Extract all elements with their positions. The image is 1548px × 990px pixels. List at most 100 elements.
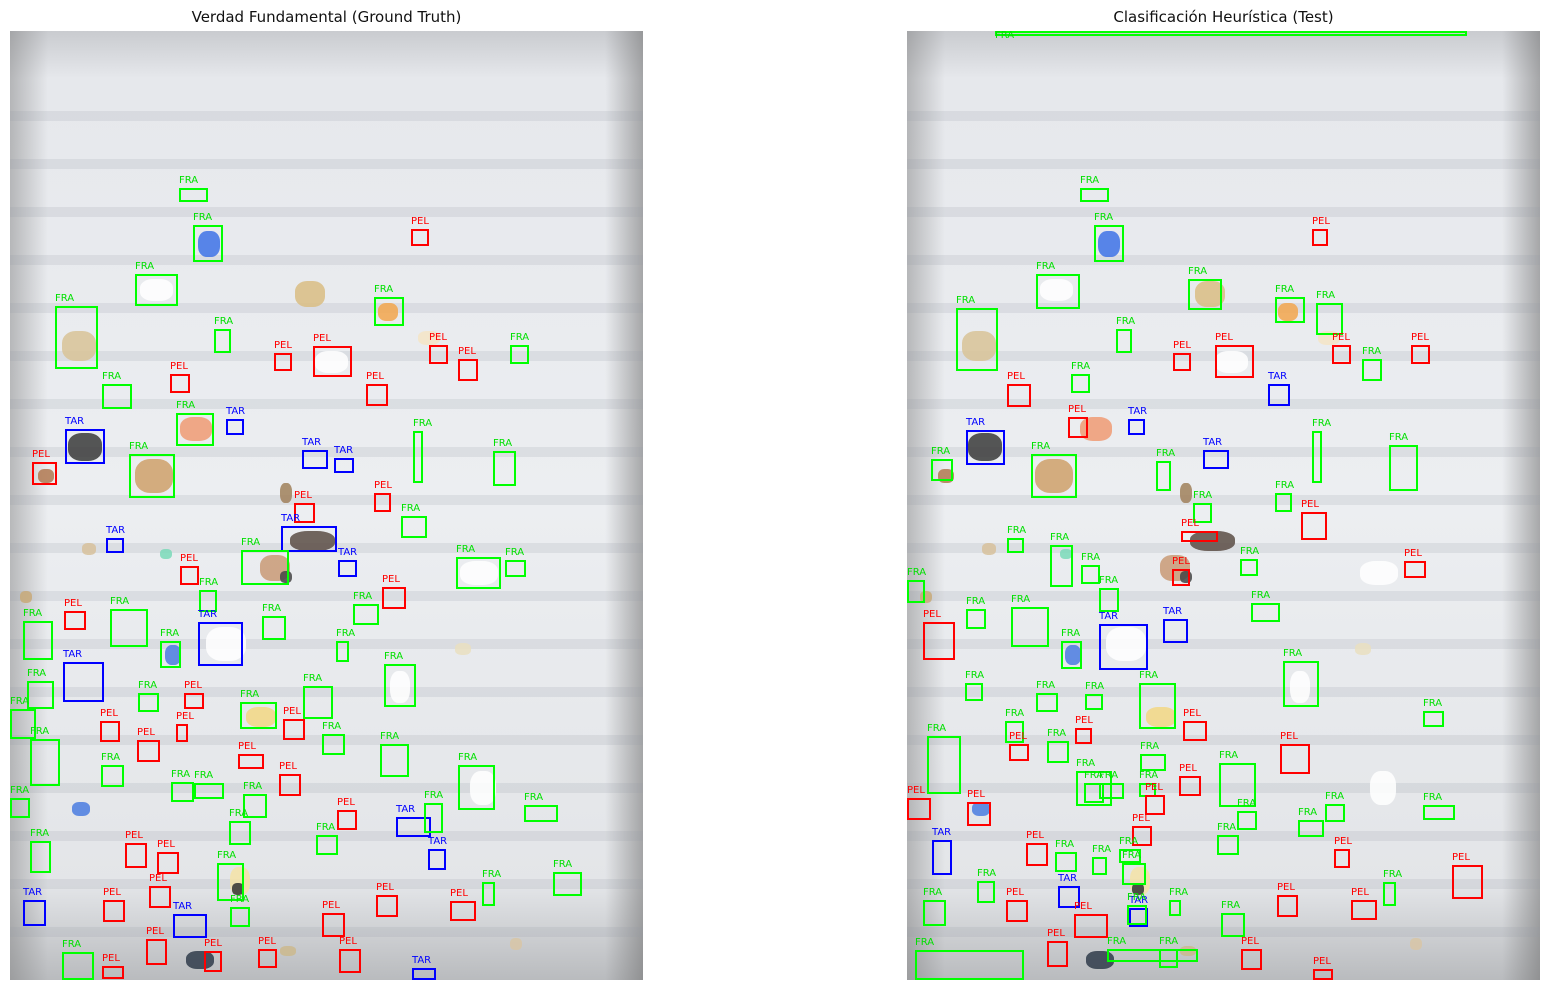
detection-box	[258, 949, 277, 968]
detection-label: PEL	[1047, 928, 1065, 939]
detection-label: FRA	[553, 859, 573, 870]
detection-label: FRA	[1011, 594, 1031, 605]
detection-label: PEL	[1172, 556, 1190, 567]
detection-box	[238, 754, 264, 769]
detection-box	[1452, 865, 1483, 899]
detection-box	[1179, 776, 1201, 796]
detection-box	[1193, 503, 1212, 523]
detection-label: TAR	[428, 836, 448, 847]
detection-box	[412, 968, 436, 980]
detection-box	[1362, 359, 1382, 381]
detection-box	[322, 734, 345, 755]
detection-box	[338, 560, 357, 577]
detection-box	[1026, 843, 1048, 866]
detection-label: PEL	[274, 340, 292, 351]
detection-box	[1268, 384, 1290, 406]
detection-box	[1128, 419, 1145, 435]
detection-box	[23, 621, 53, 660]
particle	[1180, 946, 1196, 956]
detection-box	[396, 817, 431, 837]
detection-label: FRA	[1036, 680, 1056, 691]
detection-box	[424, 803, 443, 833]
particle	[1146, 707, 1176, 727]
scan-stripe	[10, 399, 643, 409]
detection-box	[1094, 225, 1124, 262]
detection-label: FRA	[1094, 212, 1114, 223]
detection-label: FRA	[23, 608, 43, 619]
detection-box	[274, 353, 292, 371]
detection-label: FRA	[30, 726, 50, 737]
detection-label: FRA	[1116, 316, 1136, 327]
detection-label: FRA	[1251, 590, 1271, 601]
particle	[455, 643, 471, 655]
scan-stripe	[907, 303, 1540, 313]
detection-label: PEL	[1404, 548, 1422, 559]
particle	[1132, 883, 1144, 895]
detection-box	[193, 225, 223, 262]
detection-label: PEL	[1006, 887, 1024, 898]
detection-label: FRA	[1061, 628, 1081, 639]
detection-label: TAR	[1163, 606, 1183, 617]
detection-label: PEL	[1181, 518, 1199, 529]
particle	[82, 543, 96, 555]
detection-label: PEL	[374, 480, 392, 491]
detection-box	[1099, 624, 1148, 670]
detection-label: FRA	[1076, 758, 1096, 769]
detection-label: FRA	[230, 894, 250, 905]
particle	[1278, 303, 1298, 321]
particle	[1360, 561, 1398, 585]
detection-label: TAR	[106, 525, 126, 536]
detection-box	[157, 852, 179, 874]
particle	[390, 671, 410, 703]
detection-box	[146, 939, 167, 965]
detection-label: FRA	[138, 680, 158, 691]
detection-label: PEL	[137, 727, 155, 738]
detection-label: FRA	[176, 400, 196, 411]
detection-label: TAR	[226, 406, 246, 417]
detection-label: TAR	[338, 547, 358, 558]
detection-box	[170, 374, 190, 393]
detection-box	[1240, 559, 1258, 576]
detection-box	[995, 31, 1467, 36]
detection-label: PEL	[1334, 836, 1352, 847]
detection-label: PEL	[366, 371, 384, 382]
detection-label: PEL	[376, 882, 394, 893]
detection-box	[65, 429, 105, 464]
scan-stripe	[10, 783, 643, 793]
detection-label: FRA	[1193, 490, 1213, 501]
detection-box	[262, 616, 286, 640]
detection-label: TAR	[334, 445, 354, 456]
detection-box	[1332, 345, 1351, 364]
detection-box	[1107, 949, 1198, 962]
detection-box	[1127, 905, 1147, 925]
detection-box	[55, 306, 98, 369]
detection-label: FRA	[55, 293, 75, 304]
detection-label: FRA	[401, 503, 421, 514]
detection-box	[1047, 741, 1069, 763]
detection-box	[966, 430, 1005, 465]
detection-label: PEL	[1009, 731, 1027, 742]
particle	[1290, 671, 1310, 703]
detection-box	[64, 611, 86, 630]
detection-box	[303, 686, 333, 719]
scan-stripe	[10, 879, 643, 889]
scan-stripe	[10, 591, 643, 601]
detection-box	[1011, 607, 1049, 647]
detection-box	[429, 345, 448, 364]
detection-box	[413, 431, 423, 483]
detection-box	[1316, 303, 1343, 335]
detection-box	[493, 451, 516, 486]
detection-label: FRA	[1139, 670, 1159, 681]
detection-box	[1169, 900, 1181, 916]
detection-label: FRA	[171, 769, 191, 780]
detection-label: FRA	[1316, 290, 1336, 301]
detection-box	[138, 693, 159, 712]
detection-label: PEL	[283, 706, 301, 717]
detection-label: FRA	[1140, 741, 1160, 752]
detection-label: FRA	[303, 673, 323, 684]
detection-box	[198, 622, 243, 666]
detection-box	[923, 622, 955, 660]
detection-box	[199, 590, 217, 612]
detection-label: FRA	[193, 212, 213, 223]
detection-label: TAR	[1203, 437, 1223, 448]
